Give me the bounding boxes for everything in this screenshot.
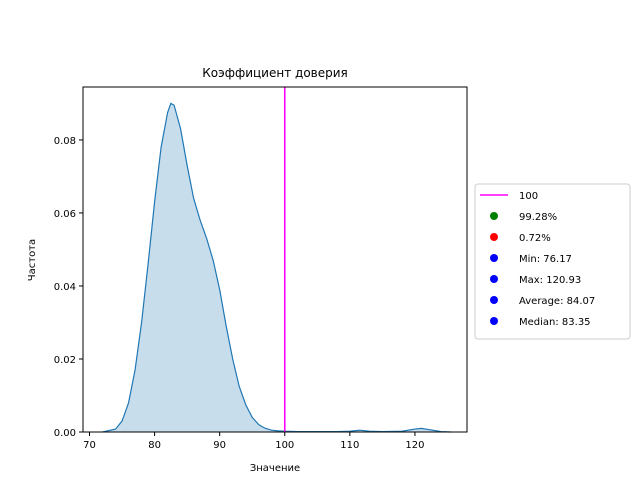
kde-area-0 xyxy=(102,103,451,433)
legend-label: Max: 120.93 xyxy=(519,275,581,286)
y-axis-label: Частота xyxy=(27,239,38,281)
legend: 100 99.28% 0.72% Min: 76.17 Max: 120.93 Avera… xyxy=(474,183,631,340)
legend-label: Average: 84.07 xyxy=(519,296,595,307)
y-tick-label: 0.06 xyxy=(54,209,76,220)
legend-box xyxy=(474,183,631,340)
legend-label: 100 xyxy=(519,191,538,202)
x-tick-label: 110 xyxy=(340,440,359,451)
legend-dot-marker xyxy=(490,317,498,325)
legend-label: 99.28% xyxy=(519,212,557,223)
plot-area xyxy=(102,87,451,433)
legend-dot-marker xyxy=(490,233,498,241)
x-tick-label: 70 xyxy=(83,440,96,451)
chart-title: Коэффициент доверия xyxy=(202,66,348,80)
legend-dot-marker xyxy=(490,254,498,262)
x-tick-label: 80 xyxy=(148,440,161,451)
legend-dot-marker xyxy=(490,275,498,283)
legend-dot-marker xyxy=(490,296,498,304)
x-tick-label: 90 xyxy=(213,440,226,451)
y-tick-label: 0.04 xyxy=(54,282,76,293)
x-tick-label: 100 xyxy=(275,440,294,451)
y-axis: 0.00 0.02 0.04 0.06 0.08 xyxy=(54,136,83,439)
legend-label: Min: 76.17 xyxy=(519,254,572,265)
legend-label: Median: 83.35 xyxy=(519,317,591,328)
x-tick-label: 120 xyxy=(405,440,424,451)
legend-dot-marker xyxy=(490,212,498,220)
x-axis-label: Значение xyxy=(250,463,300,474)
legend-label: 0.72% xyxy=(519,233,551,244)
kde-line-0 xyxy=(102,102,451,433)
y-tick-label: 0.02 xyxy=(54,355,76,366)
axes-frame xyxy=(82,86,468,433)
y-tick-label: 0.08 xyxy=(54,136,76,147)
x-axis: 70 80 90 100 110 120 xyxy=(83,432,424,451)
y-tick-label: 0.00 xyxy=(54,428,76,439)
